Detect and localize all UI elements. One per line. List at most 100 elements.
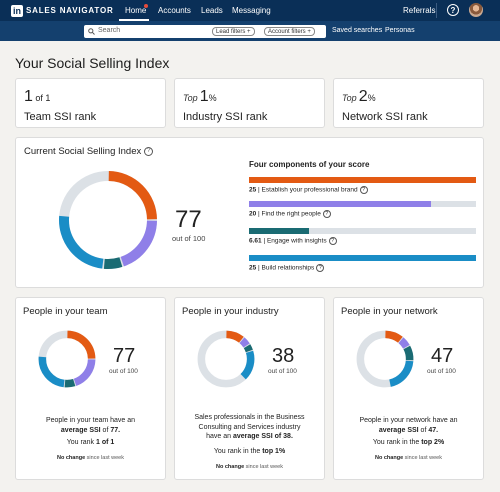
team-note-value: 77. bbox=[110, 426, 121, 434]
network-ssi-note: People in your network have an average S… bbox=[334, 416, 483, 435]
component-find-people-text: Find the right people bbox=[261, 210, 321, 218]
current-ssi-out-of: out of 100 bbox=[172, 234, 206, 243]
component-brand-text: Establish your professional brand bbox=[261, 186, 358, 194]
industry-score: 38 bbox=[272, 345, 295, 367]
help-icon[interactable]: ? bbox=[328, 237, 337, 245]
help-icon[interactable]: ? bbox=[447, 4, 459, 16]
network-donut-chart bbox=[356, 330, 414, 388]
avatar[interactable] bbox=[469, 3, 483, 17]
team-rank-value: 1 of 1 bbox=[24, 88, 50, 106]
industry-out-of: out of 100 bbox=[268, 368, 297, 375]
team-note-line-1: People in your team have an bbox=[45, 417, 136, 424]
help-icon[interactable]: ? bbox=[322, 210, 331, 218]
top-nav: in SALES NAVIGATOR bbox=[0, 0, 500, 21]
component-find-people-bar-fill bbox=[249, 201, 431, 207]
network-score: 47 bbox=[431, 345, 454, 367]
saved-searches-link[interactable]: Saved searches bbox=[332, 27, 383, 34]
lead-filters-button[interactable]: Lead filters + bbox=[212, 27, 255, 36]
page-title: Your Social Selling Index bbox=[15, 55, 170, 71]
team-card-title: People in your team bbox=[23, 306, 108, 317]
donut-relationships-segment bbox=[38, 356, 65, 388]
component-brand-label: 25 | Establish your professional brand? bbox=[249, 186, 368, 194]
component-engage-value: 6.61 bbox=[249, 237, 262, 245]
team-rank-label: Team SSI rank bbox=[24, 111, 97, 123]
network-card-title: People in your network bbox=[341, 306, 438, 317]
network-rank-card: Top 2% Network SSI rank bbox=[333, 78, 484, 128]
donut-brand-segment bbox=[385, 330, 403, 343]
team-rank-note: You rank 1 of 1 bbox=[16, 438, 165, 448]
industry-note-line-1: Sales professionals in the Business bbox=[194, 414, 305, 421]
component-engage-text: Engage with insights bbox=[266, 237, 327, 245]
network-since: since last week bbox=[403, 455, 442, 461]
team-ssi-note: People in your team have an average SSI … bbox=[16, 416, 165, 435]
industry-change: No change bbox=[216, 464, 245, 470]
team-out-of: out of 100 bbox=[109, 368, 138, 375]
network-change-note: No change since last week bbox=[334, 455, 483, 461]
team-note-of: of bbox=[100, 426, 111, 434]
donut-find-people-segment bbox=[398, 337, 410, 349]
industry-rank-number: 1 bbox=[199, 88, 209, 105]
industry-rank-note: You rank in the top 1% bbox=[175, 447, 324, 457]
team-ssi-card: People in your team 77 out of 100 People… bbox=[15, 297, 166, 480]
help-icon[interactable]: ? bbox=[359, 186, 368, 194]
component-find-people-label: 20 | Find the right people? bbox=[249, 210, 331, 218]
help-icon[interactable]: ? bbox=[144, 146, 154, 156]
network-rank-number: 2 bbox=[358, 88, 368, 105]
team-note-avg: average SSI bbox=[60, 426, 101, 434]
industry-donut-chart bbox=[197, 330, 255, 388]
nav-messaging[interactable]: Messaging bbox=[232, 6, 271, 15]
industry-rank-label: Industry SSI rank bbox=[183, 111, 268, 123]
network-rank-value: Top 2% bbox=[342, 88, 376, 106]
team-score: 77 bbox=[113, 345, 136, 367]
donut-brand-segment bbox=[67, 330, 96, 359]
network-note-avg: average SSI bbox=[378, 426, 419, 434]
industry-note-avg: average SSI bbox=[232, 433, 273, 440]
team-rank-pre: You rank bbox=[66, 439, 97, 446]
nav-referrals[interactable]: Referrals bbox=[403, 6, 436, 15]
search-placeholder: Search bbox=[98, 27, 121, 34]
industry-note-value: of 38. bbox=[272, 433, 293, 440]
donut-relationships-segment bbox=[59, 215, 104, 269]
team-rank-number: 1 bbox=[24, 88, 33, 105]
industry-rank-value: Top 1% bbox=[183, 88, 217, 106]
account-filters-button[interactable]: Account filters + bbox=[264, 27, 315, 36]
sales-navigator-logo[interactable]: in SALES NAVIGATOR bbox=[11, 4, 114, 17]
nav-accounts[interactable]: Accounts bbox=[158, 6, 191, 15]
industry-change-note: No change since last week bbox=[175, 464, 324, 470]
personas-link[interactable]: Personas bbox=[385, 27, 415, 34]
donut-engage-segment bbox=[64, 378, 76, 388]
donut-find-people-segment bbox=[239, 337, 250, 348]
ssi-donut-chart bbox=[59, 171, 157, 269]
network-rank-value: top 2% bbox=[421, 439, 445, 446]
help-icon[interactable]: ? bbox=[316, 264, 325, 272]
network-rank-pre: You rank in the bbox=[372, 439, 422, 446]
current-ssi-score: 77 bbox=[175, 206, 202, 233]
donut-brand-segment bbox=[108, 171, 157, 220]
nav-divider bbox=[436, 3, 437, 18]
donut-engage-segment bbox=[103, 257, 123, 269]
active-tab-indicator bbox=[119, 0, 149, 21]
donut-engage-segment bbox=[243, 344, 253, 353]
donut-relationships-segment bbox=[389, 360, 414, 387]
industry-rank-value: top 1% bbox=[262, 448, 286, 455]
donut-find-people-segment bbox=[120, 220, 157, 267]
team-change: No change bbox=[57, 455, 86, 461]
component-relationships-value: 25 bbox=[249, 264, 257, 272]
donut-relationships-segment bbox=[240, 350, 255, 380]
network-ssi-card: People in your network 47 out of 100 Peo… bbox=[333, 297, 484, 480]
search-input[interactable]: Search Lead filters + Account filters + bbox=[84, 25, 326, 38]
industry-rank-suffix: % bbox=[208, 93, 217, 103]
component-relationships-text: Build relationships bbox=[261, 264, 315, 272]
team-donut-chart bbox=[38, 330, 96, 388]
industry-rank-prefix: Top bbox=[183, 93, 198, 103]
network-rank-suffix: % bbox=[367, 93, 376, 103]
nav-home[interactable]: Home bbox=[125, 6, 147, 15]
components-title: Four components of your score bbox=[249, 160, 370, 169]
donut-find-people-segment bbox=[73, 359, 96, 386]
network-note-of: of bbox=[418, 426, 429, 434]
component-find-people-value: 20 bbox=[249, 210, 257, 218]
nav-leads[interactable]: Leads bbox=[201, 6, 223, 15]
component-brand-value: 25 bbox=[249, 186, 257, 194]
industry-ssi-card: People in your industry 38 out of 100 Sa… bbox=[174, 297, 325, 480]
industry-card-title: People in your industry bbox=[182, 306, 279, 317]
